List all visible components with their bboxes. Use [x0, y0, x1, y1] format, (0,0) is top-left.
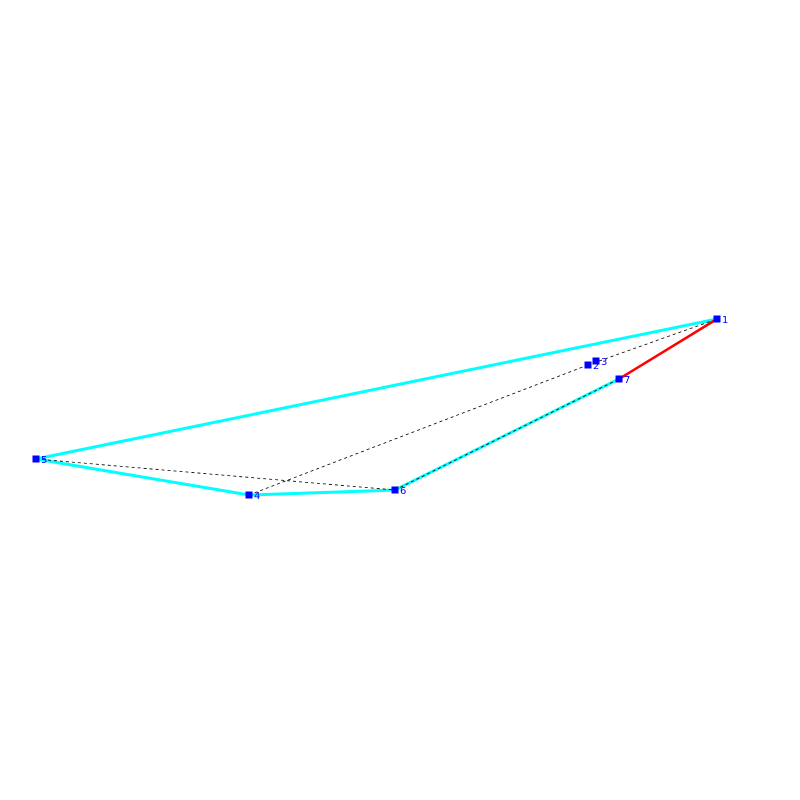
hull-edge-6-7 — [394, 377, 620, 492]
dashed-edges — [35, 318, 718, 496]
point-marker-6 — [391, 486, 399, 494]
point-label-7: 7 — [624, 375, 630, 386]
hull-edge-4-6 — [248, 488, 396, 497]
point-label-6: 6 — [400, 486, 406, 497]
point-marker-4 — [245, 491, 253, 499]
point-marker-1 — [713, 315, 721, 323]
hull-edge-1-5 — [35, 317, 718, 461]
highlight-edge-7-1 — [618, 317, 718, 381]
point-marker-7 — [615, 375, 623, 383]
point-marker-3 — [592, 357, 600, 365]
dashed-edge-2-1 — [587, 318, 718, 366]
point-markers — [32, 315, 721, 499]
point-label-2: 2 — [593, 361, 599, 372]
dashed-edge-4-2 — [248, 364, 589, 496]
hull-edges — [35, 317, 718, 497]
point-label-1: 1 — [722, 315, 728, 326]
point-label-3: 3 — [601, 357, 607, 368]
dashed-edge-5-6 — [35, 458, 396, 491]
point-label-4: 4 — [254, 491, 260, 502]
highlight-edges — [618, 317, 718, 381]
point-marker-5 — [32, 455, 40, 463]
point-marker-2 — [584, 361, 592, 369]
hull-edge-5-4 — [35, 457, 250, 497]
point-label-5: 5 — [41, 455, 47, 466]
